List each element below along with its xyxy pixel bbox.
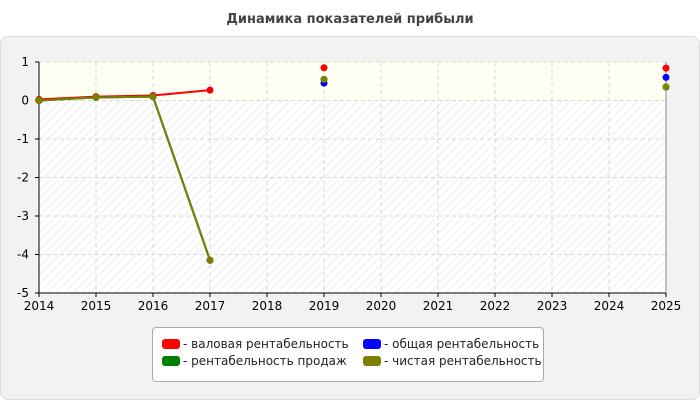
zero-band	[39, 62, 666, 101]
series-3-segment	[95, 95, 154, 99]
chart-title: Динамика показателей прибыли	[226, 12, 474, 27]
legend-label-sales: - рентабельность продаж	[183, 354, 347, 368]
series-layer	[35, 64, 670, 264]
series-0-point	[662, 64, 670, 72]
x-tick-label: 2020	[366, 299, 397, 313]
series-0-segment	[152, 89, 211, 97]
series-0-point	[206, 86, 214, 94]
y-tick-label: -2	[17, 171, 29, 185]
grid-layer	[39, 61, 666, 294]
x-tick-label: 2017	[195, 299, 226, 313]
x-tick-label: 2014	[24, 299, 55, 313]
series-3-point	[320, 75, 328, 83]
x-tick-label: 2022	[480, 299, 511, 313]
legend-label-total: - общая рентабельность	[384, 337, 540, 351]
x-tick-label: 2025	[651, 299, 682, 313]
x-tick-label: 2016	[138, 299, 169, 313]
legend-swatch-total	[363, 339, 381, 349]
legend-swatch-net	[363, 356, 381, 366]
series-3-segment	[38, 96, 97, 102]
x-tick-label: 2021	[423, 299, 454, 313]
series-3-point	[92, 93, 100, 101]
series-3-point	[662, 83, 670, 91]
legend-swatch-gross	[162, 339, 180, 349]
x-tick-label: 2024	[594, 299, 625, 313]
legend-label-net: - чистая рентабельность	[384, 354, 542, 368]
x-tick-label: 2019	[309, 299, 340, 313]
x-tick-label: 2015	[81, 299, 112, 313]
y-tick-label: -3	[17, 209, 29, 223]
series-0-point	[320, 64, 328, 72]
series-3-point	[35, 97, 43, 104]
y-tick-label: -4	[17, 248, 29, 262]
legend: - валовая рентабельность - общая рентабе…	[152, 327, 544, 382]
y-tick-label: 1	[21, 55, 29, 69]
legend-label-gross: - валовая рентабельность	[183, 337, 349, 351]
series-1-point	[662, 73, 670, 81]
series-3-segment	[152, 96, 211, 261]
x-tick-label: 2023	[537, 299, 568, 313]
series-3-point	[206, 256, 214, 264]
x-tick-label: 2018	[252, 299, 283, 313]
series-3-point	[149, 93, 157, 101]
y-tick-label: -5	[17, 286, 29, 300]
y-tick-label: -1	[17, 132, 29, 146]
y-tick-label: 0	[21, 94, 29, 108]
legend-swatch-sales	[162, 356, 180, 366]
